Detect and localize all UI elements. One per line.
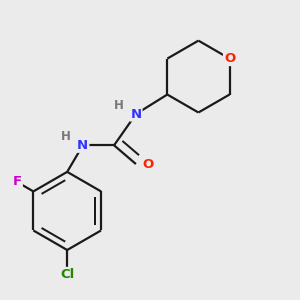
Text: F: F xyxy=(13,175,22,188)
Text: O: O xyxy=(142,158,153,171)
Text: O: O xyxy=(224,52,235,65)
Text: H: H xyxy=(114,99,124,112)
Text: N: N xyxy=(77,139,88,152)
Text: Cl: Cl xyxy=(60,268,74,281)
Text: H: H xyxy=(61,130,70,143)
Text: N: N xyxy=(130,108,142,121)
